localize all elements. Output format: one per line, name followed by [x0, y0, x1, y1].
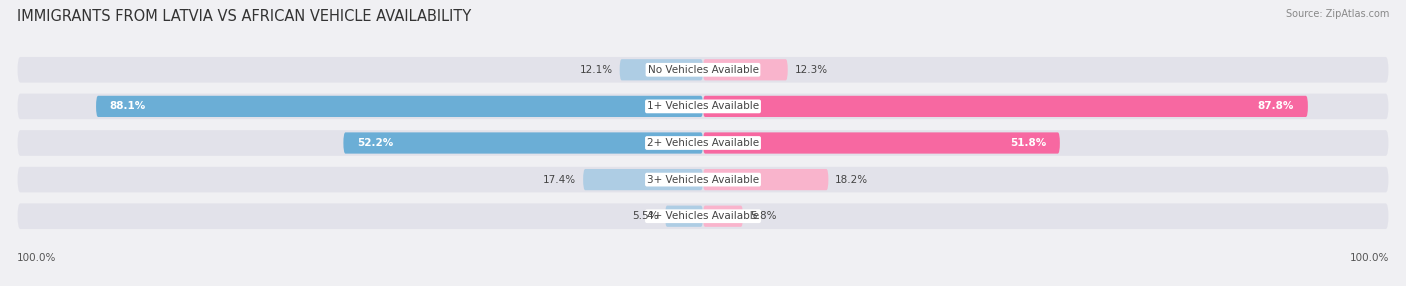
FancyBboxPatch shape — [17, 167, 1389, 192]
FancyBboxPatch shape — [703, 96, 1308, 117]
Text: 3+ Vehicles Available: 3+ Vehicles Available — [647, 175, 759, 184]
FancyBboxPatch shape — [96, 96, 703, 117]
Text: 88.1%: 88.1% — [110, 102, 146, 111]
Text: 100.0%: 100.0% — [1350, 253, 1389, 263]
FancyBboxPatch shape — [703, 132, 1060, 154]
FancyBboxPatch shape — [703, 59, 787, 80]
FancyBboxPatch shape — [703, 206, 742, 227]
FancyBboxPatch shape — [17, 130, 1389, 156]
Text: 4+ Vehicles Available: 4+ Vehicles Available — [647, 211, 759, 221]
Text: 18.2%: 18.2% — [835, 175, 869, 184]
Text: 52.2%: 52.2% — [357, 138, 394, 148]
FancyBboxPatch shape — [665, 206, 703, 227]
Text: 12.3%: 12.3% — [794, 65, 828, 75]
Text: 87.8%: 87.8% — [1258, 102, 1294, 111]
FancyBboxPatch shape — [583, 169, 703, 190]
FancyBboxPatch shape — [620, 59, 703, 80]
Text: 1+ Vehicles Available: 1+ Vehicles Available — [647, 102, 759, 111]
Text: Source: ZipAtlas.com: Source: ZipAtlas.com — [1285, 9, 1389, 19]
Text: 2+ Vehicles Available: 2+ Vehicles Available — [647, 138, 759, 148]
Text: 17.4%: 17.4% — [543, 175, 576, 184]
Text: 5.8%: 5.8% — [749, 211, 776, 221]
FancyBboxPatch shape — [17, 57, 1389, 83]
Text: No Vehicles Available: No Vehicles Available — [648, 65, 758, 75]
FancyBboxPatch shape — [17, 94, 1389, 119]
Text: 100.0%: 100.0% — [17, 253, 56, 263]
Text: IMMIGRANTS FROM LATVIA VS AFRICAN VEHICLE AVAILABILITY: IMMIGRANTS FROM LATVIA VS AFRICAN VEHICL… — [17, 9, 471, 23]
Text: 12.1%: 12.1% — [579, 65, 613, 75]
FancyBboxPatch shape — [343, 132, 703, 154]
FancyBboxPatch shape — [17, 203, 1389, 229]
FancyBboxPatch shape — [703, 169, 828, 190]
Text: 5.5%: 5.5% — [631, 211, 658, 221]
Text: 51.8%: 51.8% — [1010, 138, 1046, 148]
